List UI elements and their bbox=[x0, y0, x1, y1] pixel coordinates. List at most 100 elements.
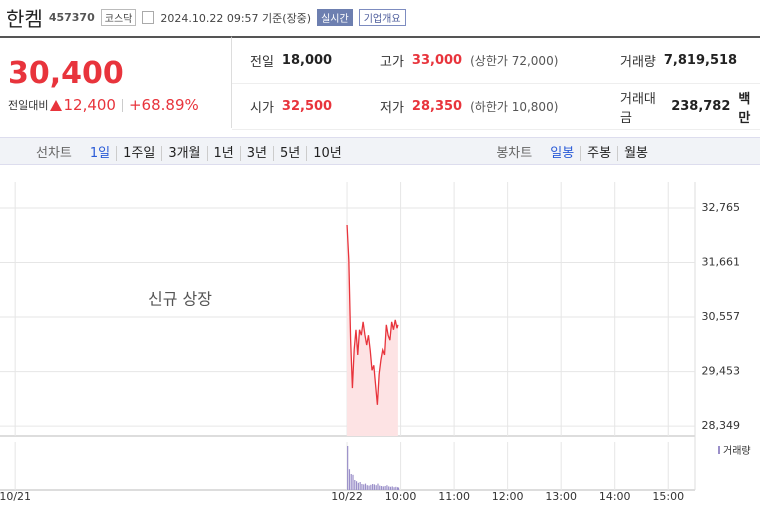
volume-bar bbox=[352, 474, 354, 490]
stat-value: 18,000 bbox=[281, 53, 333, 68]
stats-cell: 거래량 7,819,518 bbox=[602, 51, 760, 70]
volume-bar bbox=[377, 483, 379, 490]
chart: 32,765 31,661 30,557 29,453 28,349 10/21 10/22… bbox=[0, 182, 751, 503]
stat-label: 저가 bbox=[380, 101, 404, 116]
volume-bar bbox=[384, 486, 386, 490]
volume-bar bbox=[368, 485, 370, 490]
x-tick-label: 10/21 bbox=[0, 490, 31, 503]
volume-bar bbox=[359, 482, 361, 490]
volume-bar bbox=[364, 483, 367, 490]
stats-cell: 저가 28,350 (하한가 10,800) bbox=[362, 97, 602, 116]
volume-bar bbox=[397, 487, 400, 490]
candle-periods: 일봉 주봉 월봉 bbox=[538, 142, 660, 161]
stat-label: 고가 bbox=[380, 55, 404, 70]
candle-chart-label: 봉차트 bbox=[496, 145, 533, 161]
volume-bar bbox=[347, 446, 349, 490]
line-periods: 1일 1주일 3개월 1년 3년 5년 10년 bbox=[78, 142, 354, 161]
stat-unit: 백만 bbox=[738, 91, 751, 126]
stat-note: (상한가 72,000) bbox=[470, 54, 559, 68]
stat-label: 거래대금 bbox=[620, 91, 656, 126]
realtime-button[interactable]: 실시간 bbox=[317, 9, 353, 26]
x-tick-label: 11:00 bbox=[438, 490, 470, 503]
change-rate: +68.89% bbox=[128, 96, 199, 114]
stats-table: 전일 18,000 고가 33,000 (상한가 72,000) 거래량 7,819,518… bbox=[232, 36, 760, 130]
stat-label: 거래량 bbox=[620, 55, 656, 70]
price-area bbox=[347, 224, 398, 436]
period-tab[interactable]: 월봉 bbox=[617, 145, 654, 161]
volume-bar bbox=[391, 486, 393, 490]
x-tick-label: 15:00 bbox=[652, 490, 684, 503]
volume-legend-swatch bbox=[718, 446, 720, 454]
x-tick-label: 10:00 bbox=[385, 490, 417, 503]
volume-bar bbox=[380, 486, 383, 490]
x-tick-label: 14:00 bbox=[599, 490, 631, 503]
period-tab[interactable]: 주봉 bbox=[580, 145, 618, 161]
period-tab[interactable]: 1일 bbox=[89, 145, 111, 161]
stock-name: 한켐 bbox=[6, 7, 43, 31]
volume-bar bbox=[355, 481, 358, 490]
volume-bar bbox=[361, 484, 363, 490]
volume-bar bbox=[382, 486, 384, 490]
period-tab[interactable]: 10년 bbox=[306, 145, 348, 161]
volume-bar bbox=[366, 485, 368, 490]
volume-bar bbox=[350, 474, 352, 490]
volume-bar bbox=[395, 486, 397, 490]
volume-bar bbox=[354, 480, 356, 490]
stock-code: 457370 bbox=[48, 11, 95, 24]
stat-label: 전일 bbox=[250, 55, 274, 70]
stat-value: 238,782 bbox=[671, 99, 731, 114]
volume-bar bbox=[375, 485, 377, 490]
stat-value: 32,500 bbox=[281, 99, 333, 114]
y-tick-label: 31,661 bbox=[702, 255, 741, 268]
change-label: 전일대비 bbox=[8, 99, 49, 112]
chart-tabs: 선차트 1일 1주일 3개월 1년 3년 5년 10년 봉차트 일봉 주봉 월봉 bbox=[0, 137, 760, 165]
stat-label: 시가 bbox=[250, 101, 274, 116]
y-tick-label: 29,453 bbox=[702, 365, 741, 378]
volume-bar bbox=[348, 469, 351, 490]
volume-bar bbox=[397, 487, 399, 490]
x-tick-label: 12:00 bbox=[492, 490, 524, 503]
volume-bar bbox=[357, 482, 359, 490]
x-tick-label: 13:00 bbox=[545, 490, 577, 503]
separator bbox=[121, 98, 123, 112]
y-tick-label: 28,349 bbox=[702, 419, 741, 432]
x-tick-label: 10/22 bbox=[331, 490, 363, 503]
stat-note: (하한가 10,800) bbox=[470, 100, 559, 114]
y-tick-label: 30,557 bbox=[702, 310, 741, 323]
stats-row: 시가 32,500 저가 28,350 (하한가 10,800) 거래대금 238,782 백… bbox=[232, 84, 760, 130]
period-tab[interactable]: 5년 bbox=[273, 145, 307, 161]
price-panel: 30,400 전일대비 12,400 +68.89% bbox=[0, 36, 232, 128]
volume-bar bbox=[379, 485, 381, 490]
change: 전일대비 12,400 +68.89% bbox=[8, 96, 199, 114]
header: 한켐 457370 코스닥 2024.10.22 09:57 기준(장중) 실시… bbox=[0, 0, 760, 35]
y-tick-label: 32,765 bbox=[702, 201, 741, 214]
volume-bar bbox=[370, 484, 372, 490]
up-arrow bbox=[50, 99, 63, 111]
period-tab[interactable]: 1년 bbox=[206, 145, 240, 161]
stats-cell: 고가 33,000 (상한가 72,000) bbox=[362, 51, 602, 70]
price-line bbox=[346, 224, 399, 405]
period-tab[interactable]: 일봉 bbox=[550, 145, 575, 161]
line-chart-label: 선차트 bbox=[36, 145, 72, 161]
market-badge: 코스닥 bbox=[100, 9, 137, 26]
stats-row: 전일 18,000 고가 33,000 (상한가 72,000) 거래량 7,819,518 bbox=[232, 38, 760, 84]
annotation: 신규 상장 bbox=[148, 290, 212, 309]
period-tab[interactable]: 1주일 bbox=[116, 145, 162, 161]
stat-value: 33,000 bbox=[411, 53, 463, 68]
stat-value: 28,350 bbox=[411, 99, 463, 114]
volume-legend: 거래량 bbox=[723, 445, 751, 457]
stats-cell: 전일 18,000 bbox=[232, 51, 362, 70]
period-tab[interactable]: 3년 bbox=[239, 145, 273, 161]
volume-bar bbox=[388, 486, 390, 490]
current-price: 30,400 bbox=[8, 56, 124, 91]
volume-bar bbox=[389, 486, 392, 490]
volume-bar bbox=[393, 487, 395, 490]
stat-value: 7,819,518 bbox=[663, 53, 738, 68]
period-tab[interactable]: 3개월 bbox=[161, 145, 207, 161]
volume-bar bbox=[363, 484, 365, 490]
change-value: 12,400 bbox=[63, 96, 116, 114]
volume-bar bbox=[373, 484, 376, 490]
volume-bar bbox=[372, 484, 374, 490]
company-button[interactable]: 기업개요 bbox=[358, 9, 406, 26]
